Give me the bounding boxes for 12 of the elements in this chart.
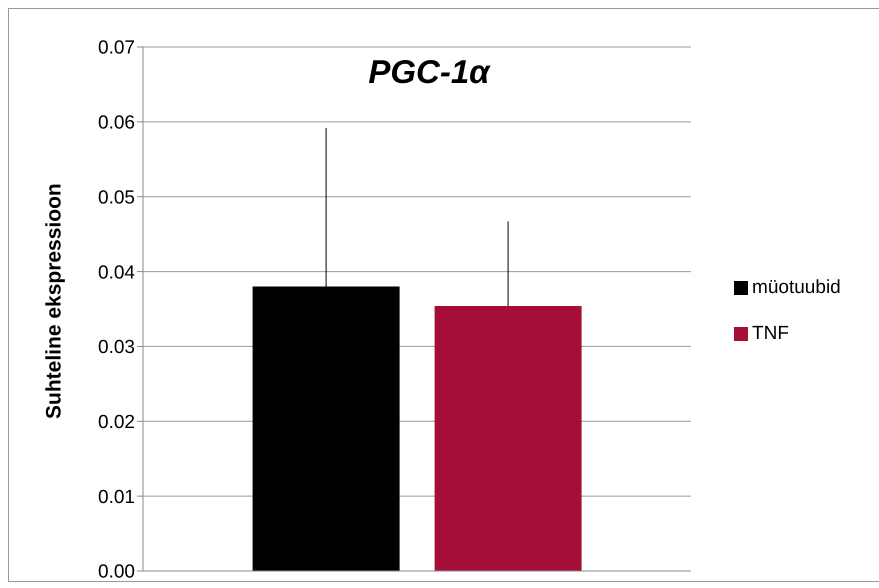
legend-label: TNF bbox=[752, 323, 789, 345]
y-tick-label: 0.04 bbox=[98, 262, 136, 284]
y-tick-label: 0.02 bbox=[98, 412, 135, 434]
y-tick-label: 0.06 bbox=[98, 112, 135, 134]
y-tick-label: 0.07 bbox=[98, 38, 135, 59]
y-tick-label: 0.00 bbox=[98, 562, 135, 583]
y-tick-label: 0.05 bbox=[98, 187, 135, 208]
y-tick-label: 0.01 bbox=[98, 486, 135, 508]
legend-label: müotuubid bbox=[752, 277, 841, 299]
y-axis-title: Suhteline ekspressioon bbox=[42, 183, 66, 419]
chart-title: PGC-1α bbox=[367, 53, 492, 91]
y-tick-label: 0.03 bbox=[98, 337, 135, 358]
